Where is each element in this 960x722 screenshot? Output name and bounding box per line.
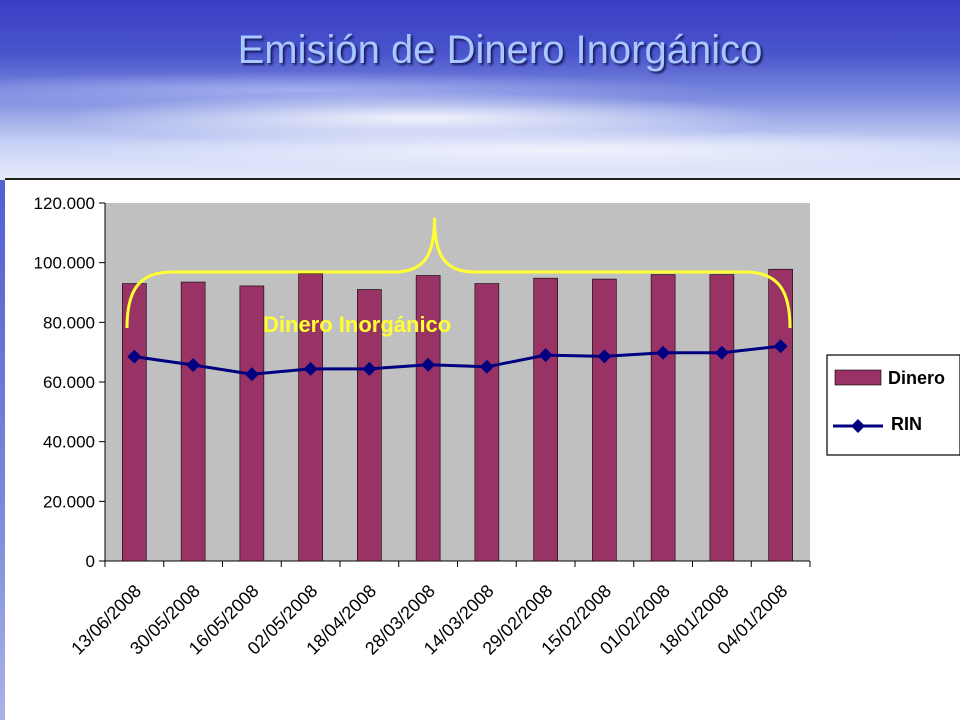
slide-left-edge [0,180,5,720]
y-tick-label: 0 [86,552,95,571]
rin-marker [773,339,788,354]
legend-marker-rin [851,419,865,433]
bar [592,278,617,562]
rin-marker [656,345,671,360]
rin-line [134,344,781,376]
title-banner: Emisión de Dinero Inorgánico [0,0,960,180]
rin-marker [421,357,436,372]
rin-marker [244,367,259,382]
rin-marker [186,357,201,372]
bar [474,283,500,562]
bar [709,274,735,562]
rin-marker [597,349,612,364]
bar [122,283,147,562]
y-tick-label: 60.000 [43,373,95,392]
legend-label-rin: RIN [891,414,922,434]
legend-swatch-dinero [834,369,882,386]
rin-marker [303,361,318,376]
rin-marker [538,348,553,363]
bar [415,275,441,562]
plot-area [105,203,810,561]
chart: 0 20.000 40.000 60.000 80.000 100.000 120.000 D… [34,194,960,659]
legend-label-dinero: Dinero [888,368,945,388]
bar [650,274,676,562]
y-tick-label: 40.000 [43,433,95,452]
slide-title: Emisión de Dinero Inorgánico [237,28,763,72]
y-tick-label: 100.000 [34,254,95,273]
rin-marker [127,349,142,364]
y-tick-label: 120.000 [34,194,95,213]
bar [239,285,265,562]
chart-frame: 0 20.000 40.000 60.000 80.000 100.000 120.000 D… [5,178,960,722]
annotation-label: Dinero Inorgánico [263,312,451,337]
rin-marker [479,359,494,374]
bar [533,277,558,562]
rin-marker [362,361,377,376]
rin-marker [714,345,729,360]
y-tick-label: 20.000 [43,492,95,511]
bar [298,273,323,562]
bar [180,281,206,562]
bar [357,289,382,562]
y-tick-label: 80.000 [43,313,95,332]
annotation-brace [125,217,792,329]
